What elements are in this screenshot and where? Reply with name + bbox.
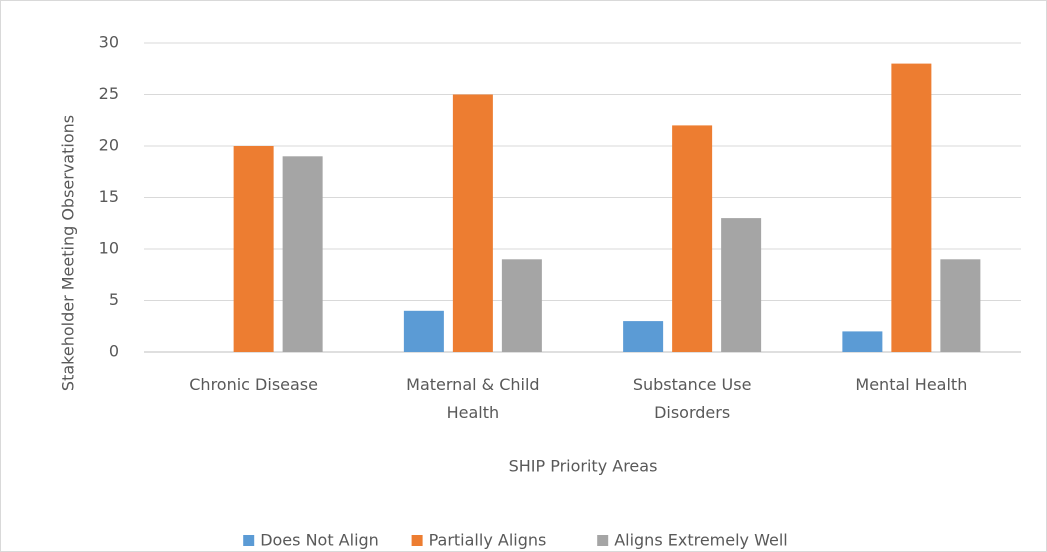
y-tick-label: 30 [99, 33, 119, 52]
y-tick-label: 25 [99, 84, 119, 103]
bar [233, 146, 274, 352]
legend-swatch [597, 535, 609, 546]
x-tick-label: Chronic Disease [189, 375, 318, 394]
bar [672, 125, 713, 353]
bar [501, 259, 542, 352]
x-tick-label: Substance Use Disorders [632, 375, 752, 422]
legend-label: Partially Aligns [429, 531, 547, 550]
legend-label: Does Not Align [260, 531, 379, 550]
bar [940, 259, 981, 352]
bar [891, 63, 932, 352]
y-tick-label: 5 [109, 290, 119, 309]
x-axis-title: SHIP Priority Areas [509, 457, 658, 476]
y-tick-label: 0 [109, 342, 119, 361]
bar [721, 218, 762, 352]
y-tick-label: 10 [99, 239, 119, 258]
bar [623, 321, 664, 352]
legend-label: Aligns Extremely Well [614, 531, 788, 550]
bar [282, 156, 323, 352]
y-axis-title: Stakeholder Meeting Observations [59, 115, 78, 391]
bar [452, 94, 493, 352]
y-tick-label: 20 [99, 136, 119, 155]
bar [842, 331, 883, 352]
x-tick-label: Maternal & Child Health [406, 375, 540, 422]
legend-swatch [411, 535, 423, 546]
bar [403, 310, 444, 352]
x-tick-label: Mental Health [855, 375, 968, 394]
y-tick-label: 15 [99, 187, 119, 206]
legend-swatch [243, 535, 255, 546]
